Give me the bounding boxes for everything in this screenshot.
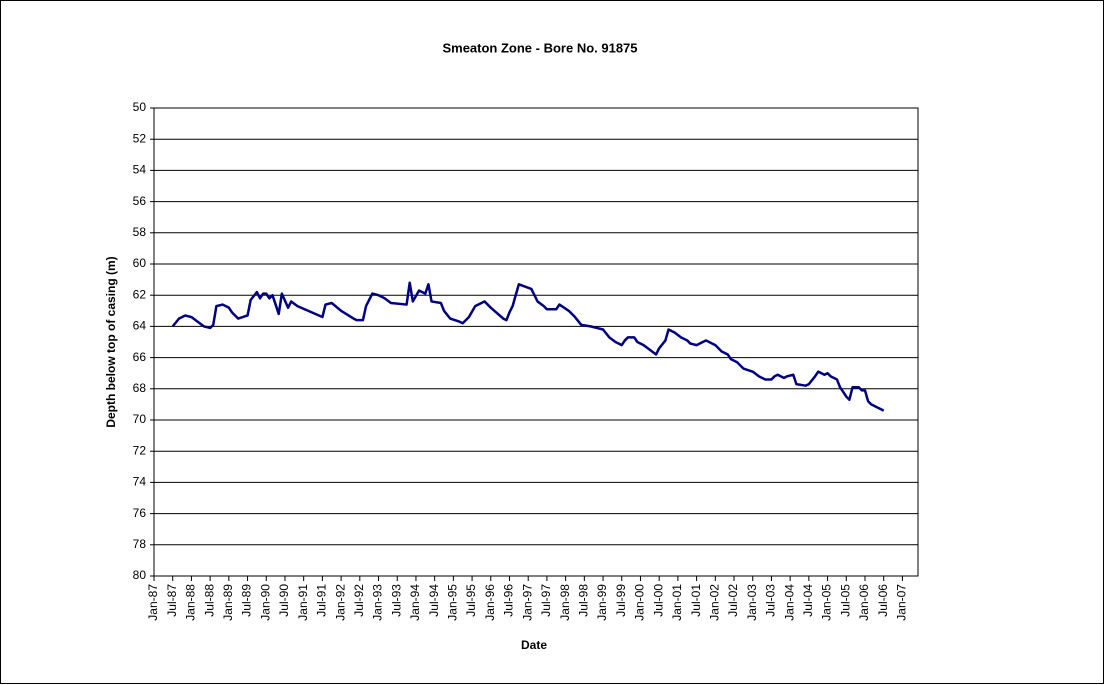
y-axis-title: Depth below top of casing (m) [104, 256, 118, 427]
x-tick-label: Jul-01 [689, 584, 703, 617]
y-tick-label: 66 [133, 350, 147, 364]
x-tick-label: Jan-03 [745, 584, 759, 621]
x-tick-label: Jan-94 [408, 584, 422, 621]
x-tick-label: Jan-95 [446, 584, 460, 621]
x-tick-label: Jul-04 [801, 584, 815, 617]
y-tick-label: 54 [133, 163, 147, 177]
x-tick-label: Jul-94 [427, 584, 441, 617]
x-tick-label: Jan-98 [558, 584, 572, 621]
chart-title: Smeaton Zone - Bore No. 91875 [442, 40, 637, 55]
x-tick-label: Jul-99 [614, 584, 628, 617]
x-tick-label: Jul-00 [651, 584, 665, 617]
y-tick-label: 62 [133, 287, 147, 301]
x-tick-label: Jan-07 [895, 584, 909, 621]
y-tick-label: 78 [133, 537, 147, 551]
y-tick-label: 68 [133, 381, 147, 395]
data-line [171, 281, 885, 412]
y-tick-label: 70 [133, 412, 147, 426]
x-tick-label: Jan-02 [707, 584, 721, 621]
x-tick-label: Jan-88 [184, 584, 198, 621]
x-tick-label: Jul-92 [352, 584, 366, 617]
x-tick-label: Jan-04 [782, 584, 796, 621]
y-tick-label: 50 [133, 100, 147, 114]
x-tick-label: Jan-96 [483, 584, 497, 621]
x-tick-label: Jul-91 [315, 584, 329, 617]
x-tick-label: Jul-98 [577, 584, 591, 617]
y-tick-label: 80 [133, 568, 147, 582]
y-tick-label: 74 [133, 475, 147, 489]
y-tick-label: 76 [133, 506, 147, 520]
x-tick-label: Jan-90 [258, 584, 272, 621]
plot-area [153, 107, 919, 577]
x-tick-label: Jul-97 [539, 584, 553, 617]
x-tick-label: Jan-99 [595, 584, 609, 621]
x-tick-label: Jul-95 [464, 584, 478, 617]
x-tick-label: Jan-92 [333, 584, 347, 621]
x-tick-label: Jan-87 [146, 584, 160, 621]
y-tick-label: 64 [133, 319, 147, 333]
x-tick-label: Jul-02 [726, 584, 740, 617]
y-tick-label: 58 [133, 225, 147, 239]
x-tick-label: Jan-06 [857, 584, 871, 621]
x-tick-label: Jan-01 [670, 584, 684, 621]
x-tick-label: Jul-88 [202, 584, 216, 617]
x-tick-label: Jan-05 [820, 584, 834, 621]
y-tick-label: 56 [133, 194, 147, 208]
x-tick-label: Jul-93 [389, 584, 403, 617]
x-tick-label: Jan-89 [221, 584, 235, 621]
x-axis-title: Date [521, 638, 547, 652]
y-tick-label: 72 [133, 443, 147, 457]
x-tick-label: Jan-93 [371, 584, 385, 621]
x-tick-label: Jul-90 [277, 584, 291, 617]
x-tick-label: Jul-06 [876, 584, 890, 617]
x-tick-label: Jul-96 [502, 584, 516, 617]
x-tick-label: Jul-03 [764, 584, 778, 617]
x-tick-label: Jul-87 [165, 584, 179, 617]
y-tick-label: 60 [133, 256, 147, 270]
x-tick-label: Jul-89 [240, 584, 254, 617]
x-tick-label: Jan-97 [520, 584, 534, 621]
x-tick-label: Jan-91 [296, 584, 310, 621]
x-tick-label: Jul-05 [838, 584, 852, 617]
y-tick-label: 52 [133, 131, 147, 145]
x-tick-label: Jan-00 [633, 584, 647, 621]
